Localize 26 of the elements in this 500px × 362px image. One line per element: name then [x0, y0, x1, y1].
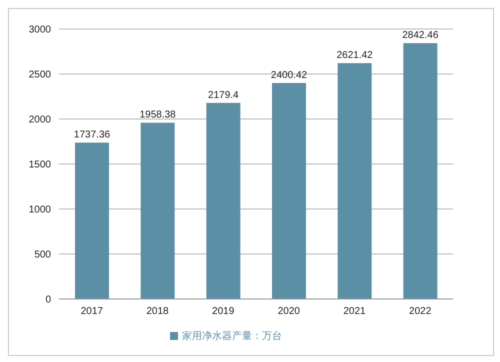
- bar: [75, 142, 109, 299]
- x-tick-label: 2018: [146, 306, 170, 318]
- data-label: 2179.4: [208, 90, 240, 101]
- data-label: 1958.38: [140, 110, 176, 121]
- bar: [206, 102, 240, 299]
- y-tick-label: 1500: [28, 160, 52, 171]
- y-tick-label: 1000: [28, 204, 52, 216]
- bar: [272, 82, 306, 299]
- y-tick-label: 500: [34, 250, 52, 261]
- data-label: 2400.42: [270, 70, 308, 81]
- data-label: 1737.36: [74, 130, 111, 141]
- legend-label: 家用净水器产量：万台: [182, 331, 282, 342]
- y-tick-label: 2500: [28, 70, 52, 81]
- x-tick-label: 2020: [278, 306, 300, 318]
- y-tick-label: 3000: [28, 24, 52, 36]
- x-tick-label: 2017: [80, 306, 104, 318]
- data-label: 2842.46: [402, 30, 439, 42]
- bar: [403, 43, 438, 299]
- y-tick-label: 0: [45, 294, 52, 306]
- x-tick-label: 2021: [343, 306, 366, 318]
- x-tick-label: 2022: [409, 306, 432, 318]
- bar: [338, 63, 372, 299]
- y-tick-label: 2000: [28, 114, 52, 126]
- data-label: 2621.42: [336, 50, 374, 62]
- x-tick-label: 2019: [212, 306, 235, 318]
- bar: [140, 122, 175, 299]
